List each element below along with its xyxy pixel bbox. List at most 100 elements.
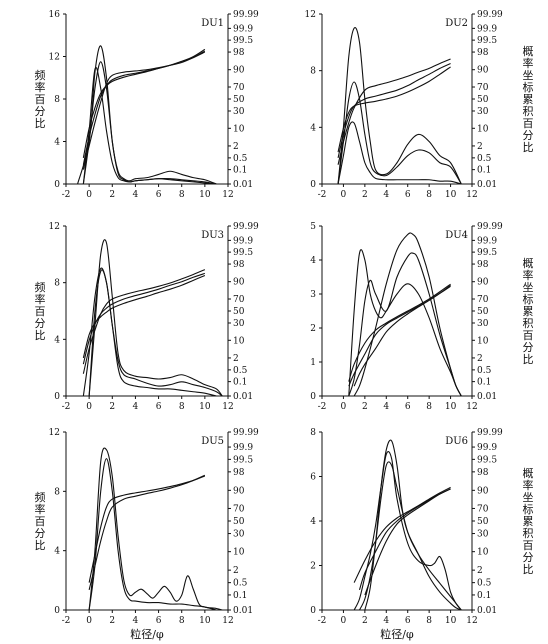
x-tick-label: 4 xyxy=(133,190,139,200)
frequency-curve xyxy=(337,81,462,185)
y2-tick-label: 0.01 xyxy=(233,180,253,190)
x-tick-label: 2 xyxy=(109,190,115,200)
x-tick-label: 12 xyxy=(222,616,233,626)
cumulative-curve xyxy=(82,48,206,158)
frequency-curve xyxy=(337,27,462,185)
y2-tick-label: 0.01 xyxy=(477,180,497,190)
y-tick-label: 0 xyxy=(54,606,60,616)
y2-tick-label: 99.9 xyxy=(477,24,497,34)
frequency-curve xyxy=(337,121,462,185)
y2-tick-label: 99.5 xyxy=(477,36,497,46)
y-tick-label: 0 xyxy=(310,392,316,402)
y2-tick-label: 2 xyxy=(233,142,239,152)
y2-tick-label: 98 xyxy=(233,48,245,58)
right-axis-title: 概率坐标累积百分比 xyxy=(523,45,534,154)
x-tick-label: 8 xyxy=(426,616,432,626)
y2-tick-label: 2 xyxy=(233,354,239,364)
y2-tick-label: 99.5 xyxy=(477,248,497,258)
frequency-curve xyxy=(364,439,462,611)
y2-tick-label: 0.5 xyxy=(233,579,248,589)
y2-tick-label: 10 xyxy=(233,336,245,346)
y-tick-label: 8 xyxy=(310,428,316,438)
x-tick-label: 6 xyxy=(156,402,162,412)
x-tick-label: 2 xyxy=(109,402,115,412)
y-tick-label: 4 xyxy=(310,517,316,527)
x-tick-label: 6 xyxy=(405,190,411,200)
right-axis-title: 概率坐标累积百分比 xyxy=(523,467,534,576)
cumulative-curve xyxy=(88,474,206,591)
y2-tick-label: 90 xyxy=(233,486,245,496)
cumulative-curve xyxy=(337,62,451,158)
y-tick-label: 3 xyxy=(310,290,316,300)
x-tick-label: 4 xyxy=(383,402,389,412)
x-axis-title: 粒径/φ xyxy=(130,627,164,641)
frequency-curve xyxy=(348,249,462,397)
x-tick-label: 6 xyxy=(156,190,162,200)
y-tick-label: 2 xyxy=(310,324,316,334)
y2-tick-label: 99.9 xyxy=(233,24,253,34)
y-tick-label: 12 xyxy=(305,10,316,20)
y2-tick-label: 50 xyxy=(233,307,245,317)
frequency-curve xyxy=(77,45,217,185)
y-tick-label: 8 xyxy=(54,95,60,105)
y-tick-label: 4 xyxy=(54,547,60,557)
y2-tick-label: 70 xyxy=(477,504,489,514)
cumulative-curve xyxy=(88,475,206,583)
x-tick-label: 0 xyxy=(341,402,347,412)
y-tick-label: 0 xyxy=(310,606,316,616)
x-tick-label: 2 xyxy=(362,402,368,412)
x-tick-label: 4 xyxy=(133,402,139,412)
y2-tick-label: 50 xyxy=(233,95,245,105)
cumulative-curve xyxy=(82,269,206,374)
y-tick-label: 1 xyxy=(310,358,316,368)
cumulative-curve xyxy=(82,274,206,359)
cumulative-curve xyxy=(364,488,451,596)
y-tick-label: 8 xyxy=(54,487,60,497)
y2-tick-label: 99.5 xyxy=(233,248,253,258)
y-tick-label: 4 xyxy=(310,256,316,266)
y2-tick-label: 30 xyxy=(477,319,489,329)
left-axis-title: 频率百分比 xyxy=(35,68,46,130)
frequency-curve xyxy=(348,252,462,397)
x-tick-label: -2 xyxy=(318,616,327,626)
y2-tick-label: 99.9 xyxy=(477,236,497,246)
x-tick-label: 12 xyxy=(466,616,477,626)
y-tick-label: 4 xyxy=(310,123,316,133)
panel-du1: -2 0 2 4 6 8 10 1204812160.010.10.5210305070909… xyxy=(35,10,260,200)
y-tick-label: 4 xyxy=(54,335,60,345)
y-tick-label: 8 xyxy=(310,67,316,77)
y2-tick-label: 0.01 xyxy=(233,392,253,402)
y2-tick-label: 0.01 xyxy=(477,392,497,402)
frequency-curve xyxy=(82,267,217,397)
frequency-curve xyxy=(88,458,217,611)
y2-tick-label: 0.01 xyxy=(477,606,497,616)
y2-tick-label: 98 xyxy=(233,260,245,270)
x-tick-label: 10 xyxy=(445,402,457,412)
x-tick-label: 12 xyxy=(466,402,477,412)
y-tick-label: 12 xyxy=(49,222,60,232)
y2-tick-label: 90 xyxy=(477,486,489,496)
y2-tick-label: 0.1 xyxy=(233,378,247,388)
y2-tick-label: 99.99 xyxy=(233,222,259,232)
y2-tick-label: 90 xyxy=(233,66,245,76)
y2-tick-label: 99.99 xyxy=(233,10,259,20)
y2-tick-label: 30 xyxy=(233,530,245,540)
y2-tick-label: 50 xyxy=(477,517,489,527)
y2-tick-label: 70 xyxy=(233,295,245,305)
frequency-curve xyxy=(88,269,223,397)
y-tick-label: 0 xyxy=(54,392,60,402)
y2-tick-label: 10 xyxy=(477,548,489,558)
x-tick-label: 0 xyxy=(341,616,347,626)
y2-tick-label: 70 xyxy=(477,295,489,305)
x-tick-label: 12 xyxy=(222,190,233,200)
y2-tick-label: 30 xyxy=(233,319,245,329)
frequency-curve xyxy=(88,447,223,611)
y-tick-label: 0 xyxy=(310,180,316,190)
y2-tick-label: 99.99 xyxy=(477,428,503,438)
frequency-curve xyxy=(82,67,217,185)
frequency-curve xyxy=(359,461,462,611)
x-axis-title: 粒径/φ xyxy=(380,627,414,641)
panel-title: DU2 xyxy=(445,18,468,29)
y2-tick-label: 99.9 xyxy=(233,236,253,246)
